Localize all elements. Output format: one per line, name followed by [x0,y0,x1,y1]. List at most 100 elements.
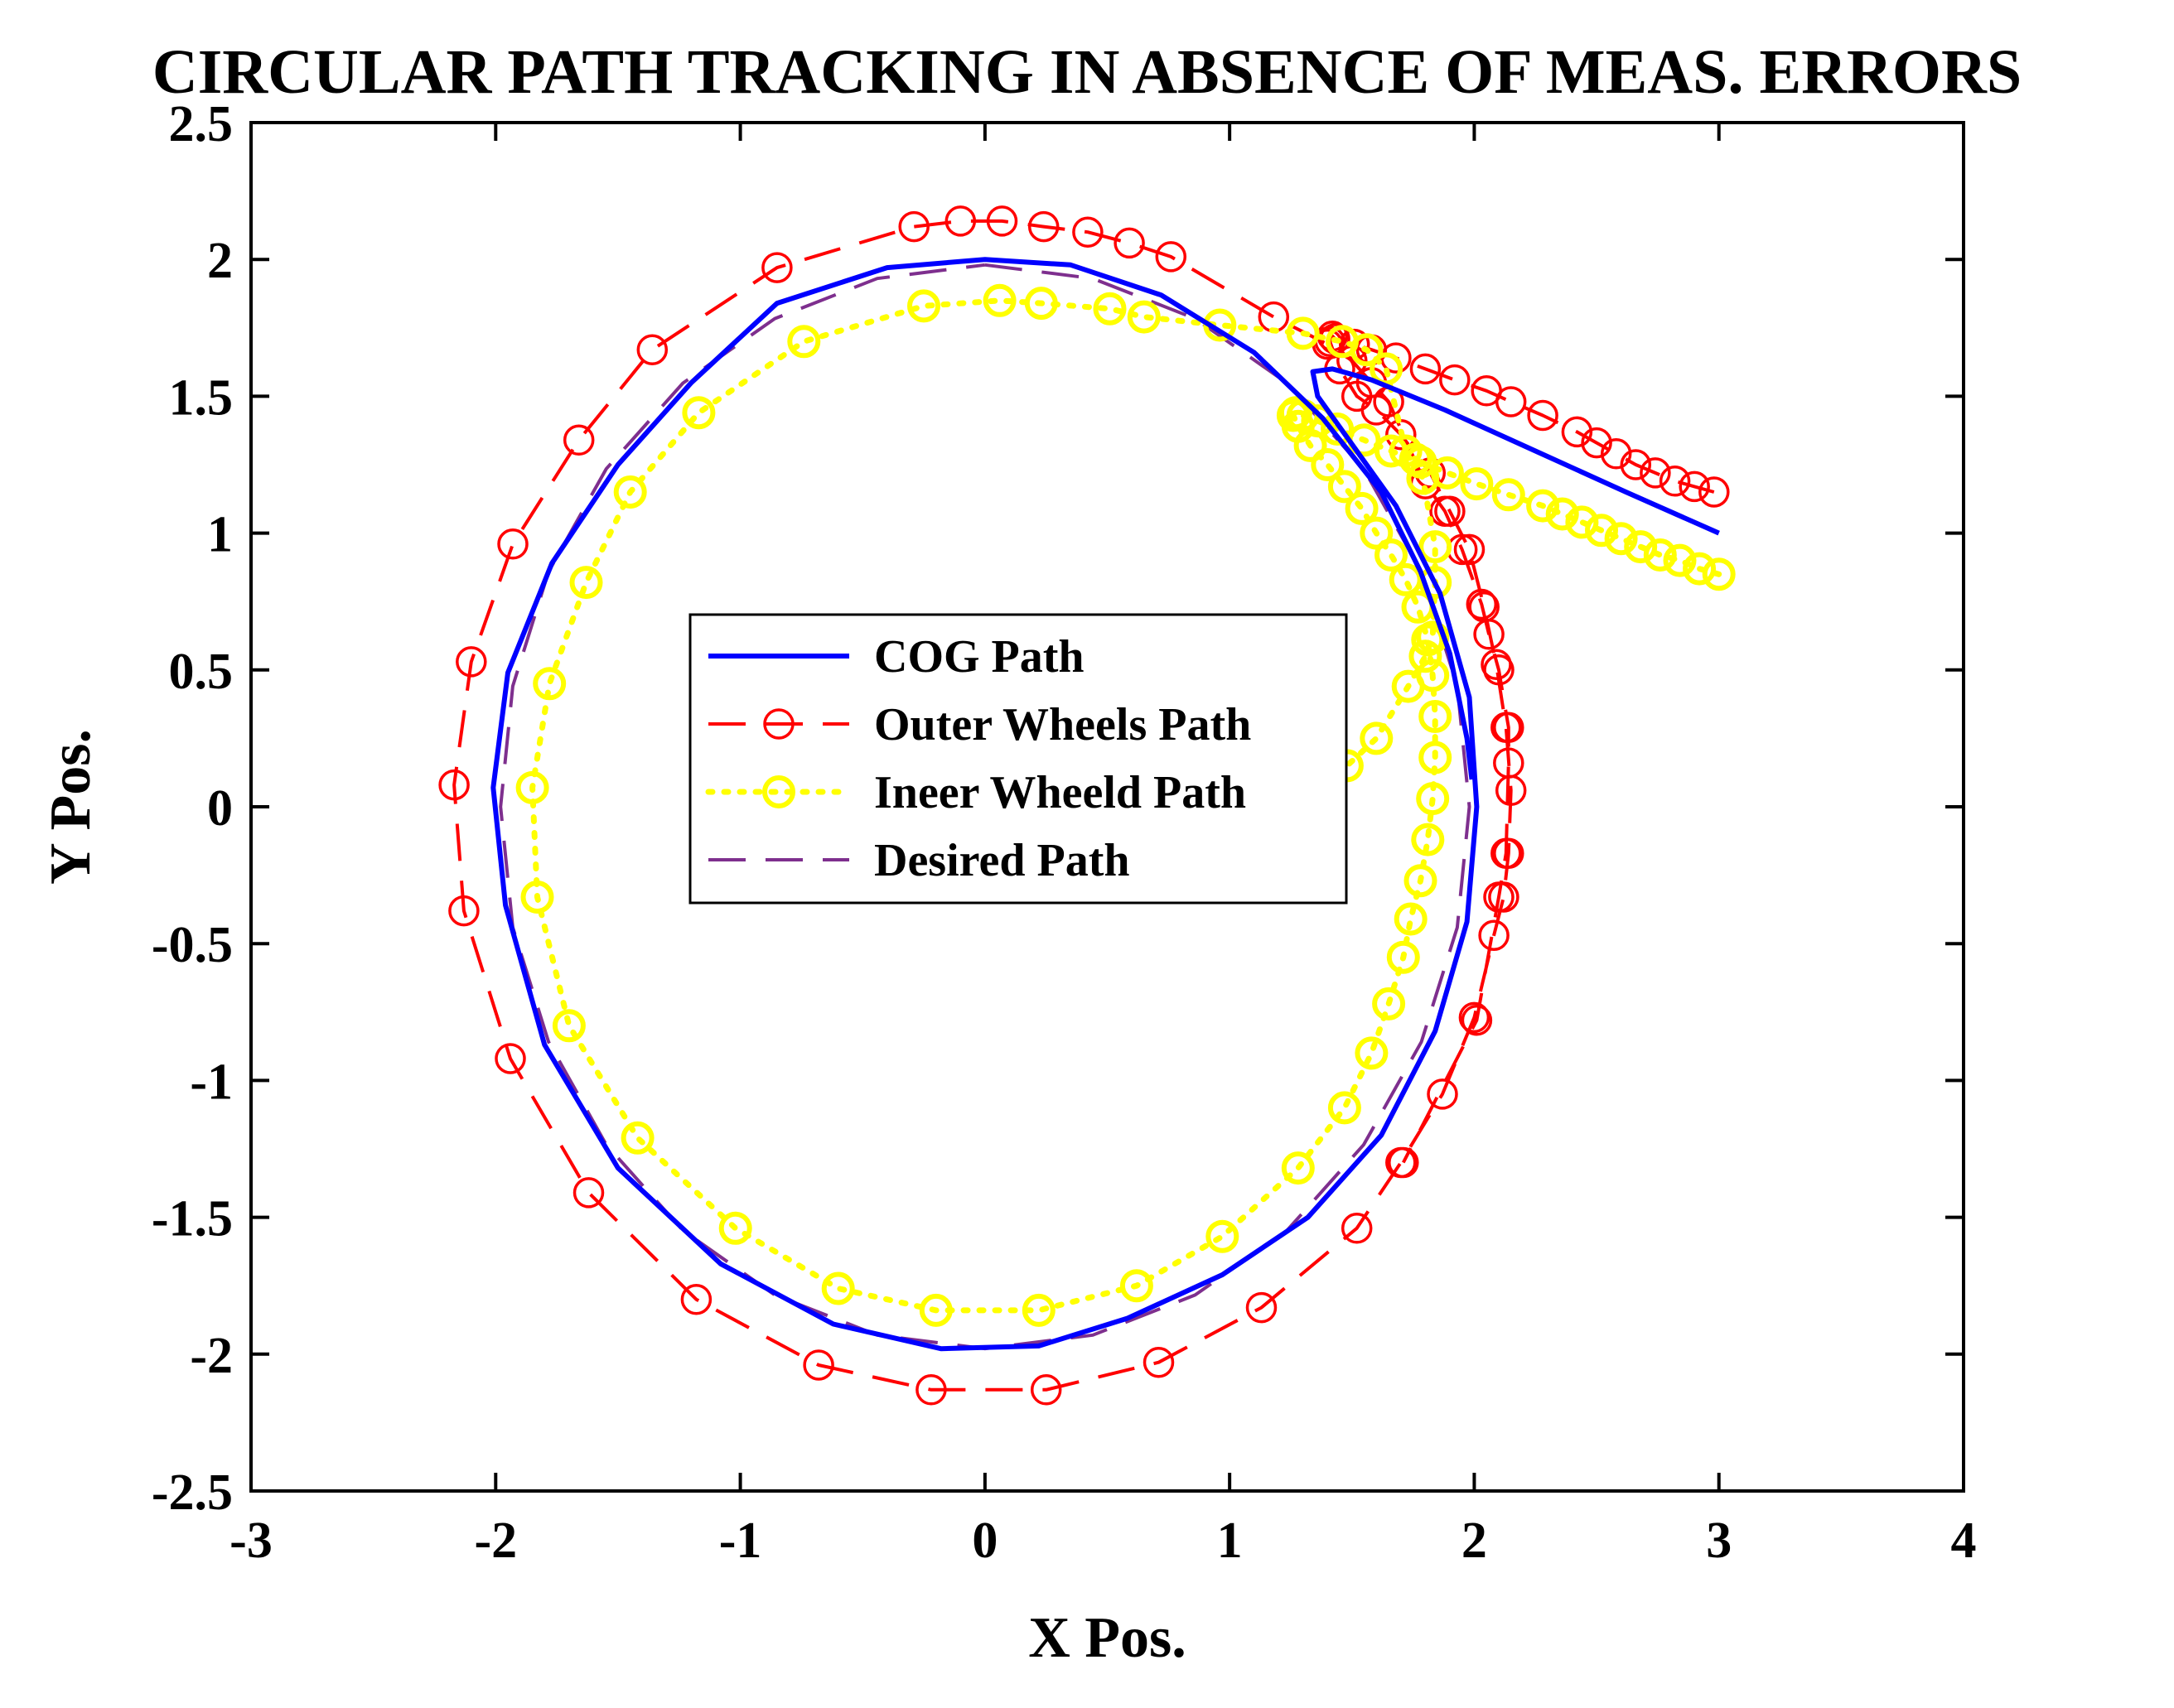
data-point [1483,881,1515,913]
y-tick-label: -2 [190,1328,233,1384]
data-point [1526,489,1560,523]
data-point [1679,470,1710,503]
legend-entry-ineer-wheeld-path: Ineer Wheeld Path [705,767,1246,818]
data-point [761,252,793,283]
data-point [1386,940,1420,974]
data-point [621,1121,655,1155]
data-point [1490,837,1522,869]
data-point [1093,292,1127,326]
data-point [1327,1091,1361,1125]
data-point [1403,864,1437,898]
data-point [1072,216,1104,248]
data-point [1429,495,1461,527]
data-point [1205,1219,1239,1253]
data-point [1493,747,1524,779]
data-point [1374,538,1408,572]
data-point [1427,1078,1458,1110]
data-point [1293,428,1327,462]
y-tick-label: 0.5 [169,644,234,700]
data-point [1409,353,1442,385]
y-tick-label: 2.5 [169,96,234,152]
data-point [821,1271,855,1305]
data-point [636,334,669,365]
data-point [552,1009,586,1043]
y-tick-label: -0.5 [152,917,233,973]
y-tick-label: -2.5 [152,1464,233,1521]
legend-entry-desired-path: Desired Path [708,835,1130,886]
data-point [919,1293,953,1327]
series-cog-path [490,257,1720,1352]
data-point [1698,476,1730,508]
data-point [533,667,567,701]
y-tick-label: -1 [190,1054,233,1110]
data-point [1394,902,1428,936]
data-point [1372,987,1406,1020]
series-line-cog-path [490,257,1720,1352]
data-point [1024,287,1058,321]
data-point [1127,300,1161,334]
data-point [1565,505,1599,539]
legend-entry-outer-wheels-path: Outer Wheels Path [708,699,1251,750]
data-point [520,881,554,914]
data-point [1286,316,1320,350]
data-point [1600,438,1632,470]
chart-title: CIRCULAR PATH TRACKING IN ABSENCE OF MEA… [152,37,2022,107]
data-point [1643,538,1677,572]
data-point [944,205,977,237]
data-point [1119,1269,1153,1303]
data-point [569,566,603,600]
x-tick-label: -1 [719,1513,762,1569]
data-point [438,769,470,801]
data-point [1527,399,1558,432]
x-tick-label: -3 [229,1513,273,1569]
data-point [495,1043,526,1074]
x-tick-label: 3 [1706,1513,1732,1569]
data-point [1406,461,1440,495]
data-point [1483,654,1515,686]
data-point [1545,497,1579,531]
data-point [1439,364,1471,396]
legend-label: COG Path [874,631,1085,683]
data-point [1360,516,1394,550]
x-tick-label: -2 [474,1513,517,1569]
data-point [1418,741,1452,774]
x-axis-label: X Pos. [1028,1606,1186,1670]
data-point [1327,470,1361,504]
data-point [1385,1146,1417,1179]
data-point [1391,669,1425,703]
data-point [1473,619,1505,650]
data-point [1311,448,1345,481]
legend-marker [762,775,795,808]
data-point [1360,721,1394,755]
data-point [1389,434,1423,468]
data-point [1030,1374,1062,1406]
data-point [1460,467,1494,501]
legend-label: Outer Wheels Path [874,699,1251,750]
data-point [1281,1151,1315,1185]
data-point [1493,712,1524,743]
legend-box [688,613,1348,905]
legend-label: Desired Path [874,835,1130,886]
data-point [1399,442,1432,476]
data-point [572,1177,605,1209]
y-tick-label: 2 [207,233,233,289]
data-point [1114,227,1145,259]
data-point [1620,449,1652,480]
data-point [1022,1293,1056,1327]
data-point [563,424,595,456]
data-point [983,283,1017,317]
legend-label: Ineer Wheeld Path [874,767,1246,818]
data-point [1702,557,1736,591]
data-point [1478,919,1510,952]
data-point [1388,1146,1419,1179]
data-point [1640,457,1671,489]
data-point [1258,301,1290,333]
plot-layer [438,205,1736,1406]
data-point [1453,533,1486,566]
data-point [1416,782,1450,816]
data-point [1416,620,1450,654]
data-point [682,396,716,430]
data-point [1604,522,1638,556]
data-point [680,1283,713,1315]
